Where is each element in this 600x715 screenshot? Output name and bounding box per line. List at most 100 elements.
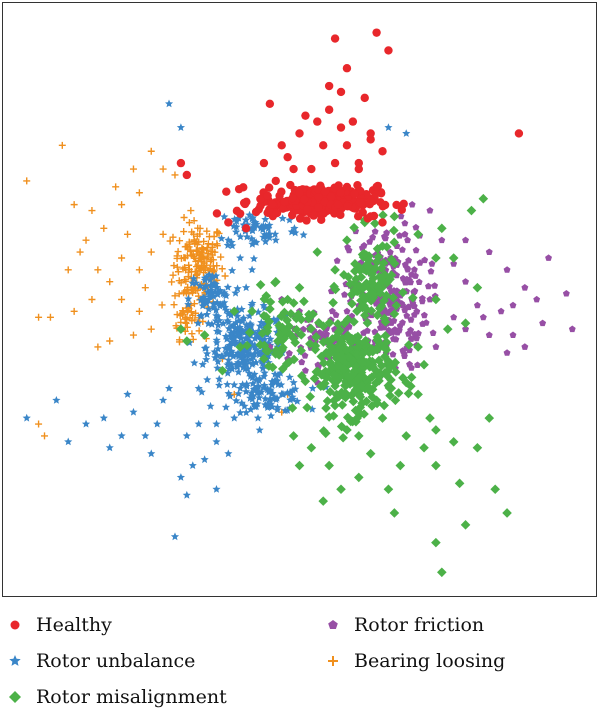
bearing-loosing-point [189, 335, 197, 343]
healthy-point [222, 187, 231, 196]
rotor-unbalance-point [228, 266, 237, 275]
bearing-loosing-point [187, 207, 195, 215]
rotor-friction-point [415, 278, 423, 285]
healthy-point [380, 200, 390, 210]
bearing-loosing-point [58, 141, 66, 149]
rotor-unbalance-point [230, 215, 239, 223]
bearing-loosing-point [185, 219, 193, 227]
rotor-unbalance-point [281, 406, 290, 415]
rotor-misalignment-point [389, 211, 400, 222]
rotor-friction-point [426, 207, 434, 214]
rotor-misalignment-point [365, 448, 376, 459]
rotor-unbalance-point [117, 431, 126, 440]
rotor-misalignment-point [350, 385, 361, 395]
bearing-loosing-point [199, 245, 207, 253]
rotor-misalignment-point [383, 366, 393, 377]
rotor-unbalance-point [212, 305, 221, 314]
rotor-unbalance-point [201, 282, 210, 290]
rotor-unbalance-point [248, 265, 257, 274]
rotor-friction-point [328, 307, 336, 315]
rotor-unbalance-point [269, 315, 278, 323]
rotor-friction-point [386, 301, 394, 308]
rotor-misalignment-point [389, 225, 399, 236]
healthy-point [350, 189, 359, 199]
rotor-misalignment-point [357, 357, 367, 368]
rotor-misalignment-point [347, 416, 358, 427]
rotor-friction-point [399, 246, 406, 253]
bearing-loosing-point [41, 432, 49, 440]
rotor-friction-point [344, 243, 351, 251]
rotor-unbalance-point [212, 338, 221, 347]
rotor-unbalance-point [236, 408, 245, 417]
healthy-point [314, 203, 323, 212]
rotor-unbalance-point [260, 320, 269, 328]
healthy-point [256, 201, 265, 211]
rotor-unbalance-point [240, 357, 249, 366]
bearing-loosing-point [182, 319, 190, 327]
rotor-unbalance-point [285, 373, 294, 381]
rotor-misalignment-point [379, 295, 389, 306]
rotor-unbalance-point [278, 214, 287, 222]
rotor-unbalance-point [212, 311, 221, 320]
rotor-unbalance-point [235, 323, 244, 331]
rotor-unbalance-point [22, 413, 31, 422]
rotor-unbalance-point [220, 212, 229, 221]
rotor-misalignment-point [381, 290, 392, 301]
bearing-loosing-point [230, 390, 238, 398]
healthy-point [265, 99, 275, 109]
rotor-unbalance-point [299, 230, 308, 239]
rotor-misalignment-point [327, 334, 338, 344]
plot-area [2, 2, 597, 597]
rotor-misalignment-point [388, 292, 399, 303]
rotor-misalignment-point [322, 336, 333, 346]
bearing-loosing-point [209, 256, 217, 264]
rotor-misalignment-point [404, 340, 414, 350]
rotor-misalignment-point [353, 342, 363, 352]
bearing-loosing-point [35, 313, 43, 321]
rotor-unbalance-point [213, 357, 223, 366]
rotor-misalignment-point [484, 413, 495, 423]
rotor-unbalance-point [190, 358, 199, 367]
rotor-misalignment-point [350, 361, 360, 371]
legend-label-rotor-friction: Rotor friction [354, 614, 485, 636]
bearing-loosing-point [176, 312, 184, 320]
rotor-misalignment-point [374, 355, 384, 366]
rotor-misalignment-point [339, 270, 349, 280]
bearing-loosing-point [135, 189, 143, 197]
rotor-misalignment-point [324, 317, 335, 328]
rotor-misalignment-point [360, 335, 371, 346]
rotor-misalignment-point [376, 263, 387, 274]
healthy-point [289, 164, 298, 174]
rotor-unbalance-point [249, 352, 258, 361]
rotor-unbalance-point [224, 389, 233, 398]
rotor-misalignment-point [395, 460, 406, 471]
rotor-misalignment-point [361, 250, 372, 261]
rotor-unbalance-point [240, 362, 249, 371]
healthy-point [514, 129, 524, 138]
rotor-unbalance-point [274, 371, 283, 379]
bearing-loosing-point [70, 307, 78, 315]
rotor-unbalance-point [206, 281, 215, 289]
rotor-misalignment-point [333, 319, 343, 329]
rotor-misalignment-point [335, 325, 345, 335]
rotor-unbalance-point [246, 405, 255, 413]
rotor-unbalance-point [257, 222, 266, 231]
rotor-friction-point [412, 272, 419, 279]
bearing-loosing-point [147, 147, 155, 155]
rotor-misalignment-point [378, 210, 388, 220]
rotor-unbalance-point [255, 425, 264, 434]
rotor-friction-point [366, 238, 374, 245]
rotor-misalignment-point [342, 235, 352, 245]
rotor-friction-point [407, 326, 415, 334]
rotor-misalignment-point [349, 285, 360, 295]
rotor-friction-point [410, 288, 418, 295]
bearing-loosing-point [35, 420, 43, 428]
rotor-misalignment-point [472, 282, 483, 293]
rotor-misalignment-point [338, 432, 348, 443]
rotor-misalignment-point [247, 306, 257, 317]
rotor-misalignment-point [349, 366, 359, 377]
rotor-unbalance-point [225, 364, 234, 373]
healthy-point [263, 191, 272, 201]
rotor-misalignment-point [332, 354, 342, 364]
rotor-unbalance-point [266, 411, 276, 420]
